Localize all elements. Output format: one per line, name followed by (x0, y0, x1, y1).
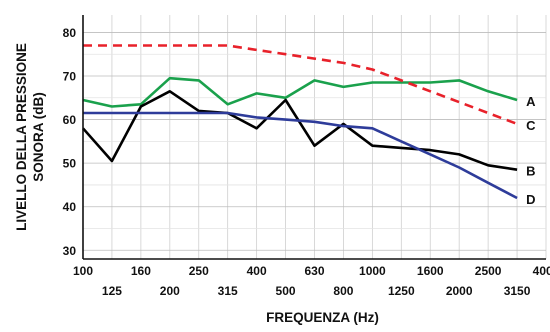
x-tick-label: 800 (333, 284, 353, 298)
grid (82, 15, 547, 259)
labels: A B C D FREQUENZA (Hz) LIVELLO DELLA PRESSION… (14, 43, 536, 325)
y-axis-title-line: SONORA (dB) (31, 92, 46, 182)
y-tick-label: 50 (63, 157, 77, 171)
series-line-d (83, 111, 518, 200)
x-tick-label: 630 (304, 264, 324, 278)
y-tick-label: 60 (63, 113, 77, 127)
x-tick-label: 500 (276, 284, 296, 298)
series-label-b: B (526, 164, 535, 179)
x-tick-label: 125 (102, 284, 122, 298)
y-tick-label: 80 (63, 26, 77, 40)
series-label-a: A (526, 94, 536, 109)
x-tick-label: 1250 (388, 284, 415, 298)
series-line-a (82, 76, 518, 108)
x-tick-label: 1600 (417, 264, 444, 278)
series-label-d: D (526, 192, 535, 207)
x-tick-label: 2000 (446, 284, 473, 298)
x-tick-label: 3150 (504, 284, 531, 298)
series-lines (82, 44, 518, 200)
series-line-c (83, 44, 518, 126)
axes: 30 40 50 60 70 80 100 125 160 200 250 315 400 500 630 8… (63, 15, 550, 298)
x-tick-label: 250 (189, 264, 209, 278)
y-tick-label: 30 (63, 244, 77, 258)
x-tick-label: 160 (131, 264, 151, 278)
x-tick-label: 100 (73, 264, 93, 278)
x-tick-label: 315 (218, 284, 238, 298)
x-tick-label: 1000 (359, 264, 386, 278)
series-label-c: C (526, 118, 536, 133)
x-tick-label: 400 (247, 264, 267, 278)
y-tick-label: 40 (63, 200, 77, 214)
y-tick-label: 70 (63, 70, 77, 84)
x-tick-label: 200 (160, 284, 180, 298)
x-tick-label: 4000 (533, 264, 550, 278)
y-axis-title-line: LIVELLO DELLA PRESSIONE (14, 43, 29, 231)
x-tick-label: 2500 (475, 264, 502, 278)
x-axis-title: FREQUENZA (Hz) (266, 310, 379, 325)
series-line-b (82, 90, 518, 171)
